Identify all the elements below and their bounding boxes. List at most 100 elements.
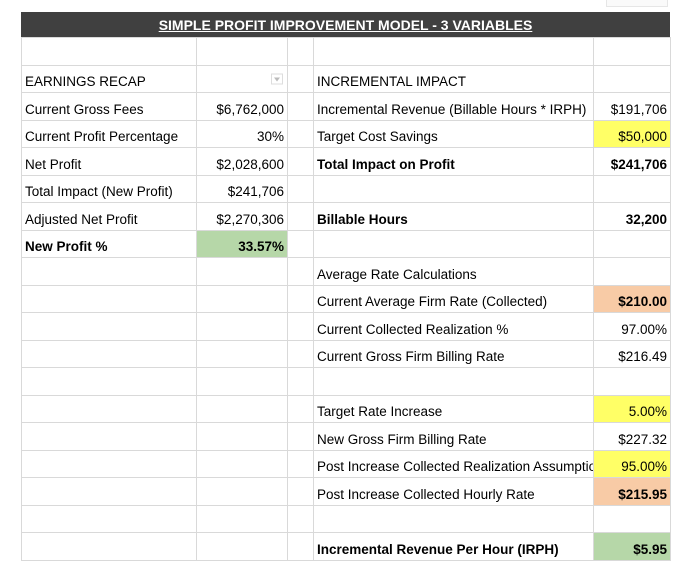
cell[interactable] xyxy=(287,202,314,231)
row-value[interactable]: $5.95 xyxy=(593,532,671,561)
cell[interactable] xyxy=(593,367,671,396)
cell[interactable] xyxy=(287,229,314,258)
row-value[interactable]: 5.00% xyxy=(593,394,671,423)
row-label[interactable]: Current Average Firm Rate (Collected) xyxy=(313,284,594,313)
cell[interactable] xyxy=(313,367,594,396)
section-label[interactable]: Average Rate Calculations xyxy=(313,257,594,286)
cell[interactable] xyxy=(196,422,288,451)
table-row: Current Profit Percentage 30% Target Cos… xyxy=(21,119,671,148)
row-value[interactable]: 97.00% xyxy=(593,312,671,341)
cell[interactable] xyxy=(593,257,671,286)
row-label[interactable]: New Gross Firm Billing Rate xyxy=(313,422,594,451)
table-row: Current Gross Firm Billing Rate $216.49 xyxy=(21,339,671,368)
cell[interactable] xyxy=(287,92,314,121)
row-label[interactable]: Current Gross Firm Billing Rate xyxy=(313,339,594,368)
row-label[interactable]: Total Impact (New Profit) xyxy=(21,174,197,203)
row-value[interactable]: 95.00% xyxy=(593,449,671,478)
cell[interactable] xyxy=(196,257,288,286)
cell[interactable] xyxy=(287,284,314,313)
cell[interactable] xyxy=(196,504,288,533)
row-value[interactable]: $6,762,000 xyxy=(196,92,288,121)
cell[interactable] xyxy=(21,449,197,478)
cell[interactable] xyxy=(593,504,671,533)
row-label[interactable]: Current Collected Realization % xyxy=(313,312,594,341)
cell[interactable] xyxy=(593,37,671,66)
row-value[interactable]: $191,706 xyxy=(593,92,671,121)
cell[interactable] xyxy=(287,147,314,176)
row-label[interactable]: New Profit % xyxy=(21,229,197,258)
row-value[interactable]: $2,270,306 xyxy=(196,202,288,231)
row-label[interactable]: Post Increase Collected Realization Assu… xyxy=(313,449,594,478)
cell[interactable] xyxy=(196,37,288,66)
cell[interactable] xyxy=(196,477,288,506)
cell[interactable] xyxy=(196,532,288,561)
cell[interactable] xyxy=(287,532,314,561)
row-value[interactable]: 30% xyxy=(196,119,288,148)
model-table: EARNINGS RECAP INCREMENTAL IMPACT Curren… xyxy=(21,37,671,561)
cell[interactable] xyxy=(287,119,314,148)
row-label[interactable]: Post Increase Collected Hourly Rate xyxy=(313,477,594,506)
cell[interactable] xyxy=(21,532,197,561)
cell[interactable] xyxy=(287,339,314,368)
cell[interactable] xyxy=(593,229,671,258)
cell[interactable] xyxy=(287,37,314,66)
cell[interactable] xyxy=(287,257,314,286)
cell[interactable] xyxy=(196,394,288,423)
cell[interactable] xyxy=(196,64,288,93)
cell[interactable] xyxy=(313,504,594,533)
row-value[interactable]: $227.32 xyxy=(593,422,671,451)
cell[interactable] xyxy=(196,367,288,396)
cell[interactable] xyxy=(21,312,197,341)
cell[interactable] xyxy=(287,312,314,341)
cell[interactable] xyxy=(21,284,197,313)
row-value[interactable]: $241,706 xyxy=(196,174,288,203)
row-label[interactable]: Net Profit xyxy=(21,147,197,176)
row-label[interactable]: Current Profit Percentage xyxy=(21,119,197,148)
cell[interactable] xyxy=(287,174,314,203)
earnings-recap-header[interactable]: EARNINGS RECAP xyxy=(21,64,197,93)
row-label[interactable]: Adjusted Net Profit xyxy=(21,202,197,231)
cell[interactable] xyxy=(196,312,288,341)
cell[interactable] xyxy=(593,64,671,93)
cell[interactable] xyxy=(21,367,197,396)
cell[interactable] xyxy=(21,504,197,533)
cell[interactable] xyxy=(21,422,197,451)
cell[interactable] xyxy=(287,422,314,451)
incremental-impact-header[interactable]: INCREMENTAL IMPACT xyxy=(313,64,594,93)
cell[interactable] xyxy=(21,477,197,506)
row-label[interactable]: Incremental Revenue Per Hour (IRPH) xyxy=(313,532,594,561)
cell[interactable] xyxy=(287,449,314,478)
row-value[interactable]: $216.49 xyxy=(593,339,671,368)
cell[interactable] xyxy=(287,367,314,396)
cell[interactable] xyxy=(196,449,288,478)
cell[interactable] xyxy=(287,394,314,423)
filter-dropdown-icon[interactable] xyxy=(271,73,283,85)
row-value[interactable]: $2,028,600 xyxy=(196,147,288,176)
cell[interactable] xyxy=(21,339,197,368)
spreadsheet: SIMPLE PROFIT IMPROVEMENT MODEL - 3 VARI… xyxy=(21,12,671,561)
cell[interactable] xyxy=(313,229,594,258)
row-label[interactable]: Total Impact on Profit xyxy=(313,147,594,176)
cell[interactable] xyxy=(21,257,197,286)
row-value[interactable]: $210.00 xyxy=(593,284,671,313)
cell[interactable] xyxy=(593,174,671,203)
cell[interactable] xyxy=(287,504,314,533)
cell[interactable] xyxy=(196,284,288,313)
row-label[interactable]: Target Rate Increase xyxy=(313,394,594,423)
row-value[interactable]: $215.95 xyxy=(593,477,671,506)
cell[interactable] xyxy=(287,64,314,93)
cell[interactable] xyxy=(21,394,197,423)
row-label[interactable]: Billable Hours xyxy=(313,202,594,231)
row-label[interactable]: Target Cost Savings xyxy=(313,119,594,148)
cell[interactable] xyxy=(313,37,594,66)
cell[interactable] xyxy=(287,477,314,506)
row-value[interactable]: $241,706 xyxy=(593,147,671,176)
cell[interactable] xyxy=(196,339,288,368)
cell[interactable] xyxy=(313,174,594,203)
row-value[interactable]: $50,000 xyxy=(593,119,671,148)
row-value[interactable]: 33.57% xyxy=(196,229,288,258)
row-label[interactable]: Incremental Revenue (Billable Hours * IR… xyxy=(313,92,594,121)
row-label[interactable]: Current Gross Fees xyxy=(21,92,197,121)
cell[interactable] xyxy=(21,37,197,66)
row-value[interactable]: 32,200 xyxy=(593,202,671,231)
